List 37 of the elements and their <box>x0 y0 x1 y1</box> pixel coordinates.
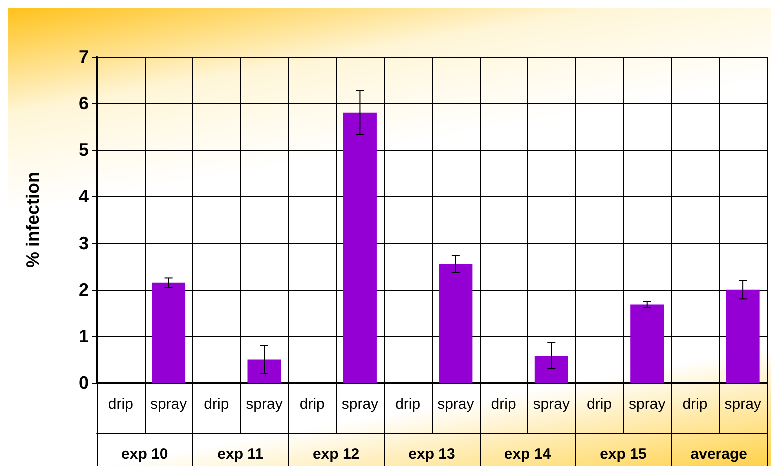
text: exp 12 <box>312 446 360 463</box>
bar <box>343 112 377 383</box>
x-tick-label: drip <box>491 396 516 413</box>
y-tick-label: 7 <box>78 47 89 67</box>
x-tick-label: drip <box>682 396 708 413</box>
text: exp 14 <box>504 446 552 463</box>
y-tick-label: 0 <box>78 373 89 393</box>
y-tick-label: 3 <box>78 233 89 254</box>
x-tick-label: spray <box>724 396 762 413</box>
text: average <box>690 446 748 463</box>
x-tick-label: spray <box>342 396 380 413</box>
y-tick-label: 4 <box>78 186 89 207</box>
x-tick-label: spray <box>533 396 570 413</box>
bar <box>630 304 664 383</box>
x-tick-label: spray <box>629 396 666 413</box>
y-tick-label: 1 <box>78 326 89 346</box>
bar <box>248 360 282 383</box>
y-tick-label: 6 <box>78 94 89 114</box>
x-tick-label: drip <box>300 396 325 413</box>
bar <box>439 264 473 383</box>
bar <box>726 290 760 383</box>
x-tick-label: spray <box>150 396 188 413</box>
text: exp 11 <box>218 446 264 463</box>
x-tick-label: drip <box>108 396 134 413</box>
y-tick-label: 2 <box>78 280 89 300</box>
x-tick-label: spray <box>438 396 475 413</box>
x-tick-label: drip <box>204 396 230 413</box>
x-tick-label: drip <box>396 396 421 413</box>
y-tick-label: 5 <box>78 140 89 160</box>
text: exp 10 <box>122 446 168 463</box>
y-axis-title: % infection <box>23 172 43 268</box>
bar <box>534 356 568 383</box>
bar <box>152 282 186 383</box>
text: exp 13 <box>408 446 456 463</box>
text: exp 15 <box>600 446 647 463</box>
x-tick-label: spray <box>246 396 284 413</box>
x-tick-label: drip <box>586 396 612 413</box>
